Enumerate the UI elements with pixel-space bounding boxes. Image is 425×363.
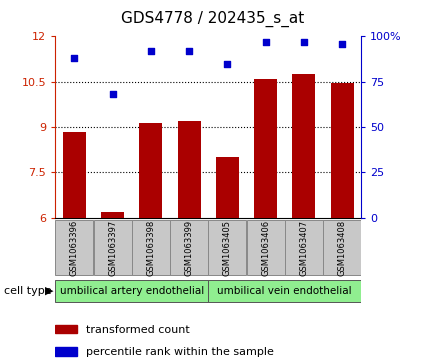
Point: [300, 39, 307, 45]
FancyBboxPatch shape: [246, 220, 285, 275]
Point: [186, 48, 193, 54]
Bar: [55, 325, 76, 333]
Text: percentile rank within the sample: percentile rank within the sample: [86, 347, 274, 357]
Text: GSM1063397: GSM1063397: [108, 220, 117, 276]
Point: [147, 48, 154, 54]
FancyBboxPatch shape: [55, 220, 94, 275]
Point: [262, 39, 269, 45]
FancyBboxPatch shape: [323, 220, 361, 275]
Bar: [216, 157, 239, 218]
FancyBboxPatch shape: [55, 280, 208, 302]
Bar: [292, 74, 315, 218]
Text: GDS4778 / 202435_s_at: GDS4778 / 202435_s_at: [121, 11, 304, 27]
Text: GSM1063399: GSM1063399: [184, 220, 194, 276]
FancyBboxPatch shape: [132, 220, 170, 275]
Bar: [55, 347, 76, 356]
FancyBboxPatch shape: [94, 220, 132, 275]
Bar: [331, 83, 354, 218]
Bar: [254, 79, 277, 218]
Text: umbilical artery endothelial: umbilical artery endothelial: [60, 286, 204, 296]
Bar: [101, 212, 124, 218]
Point: [109, 91, 116, 97]
FancyBboxPatch shape: [285, 220, 323, 275]
Text: GSM1063405: GSM1063405: [223, 220, 232, 276]
Text: umbilical vein endothelial: umbilical vein endothelial: [218, 286, 352, 296]
FancyBboxPatch shape: [170, 220, 208, 275]
Text: ▶: ▶: [45, 286, 53, 296]
Bar: [139, 123, 162, 218]
FancyBboxPatch shape: [208, 280, 361, 302]
Text: GSM1063406: GSM1063406: [261, 220, 270, 276]
Bar: [178, 121, 201, 218]
Text: GSM1063396: GSM1063396: [70, 220, 79, 276]
Point: [339, 41, 346, 46]
Text: transformed count: transformed count: [86, 325, 190, 335]
Text: GSM1063408: GSM1063408: [337, 220, 347, 276]
FancyBboxPatch shape: [208, 220, 246, 275]
Text: GSM1063398: GSM1063398: [146, 220, 156, 276]
Point: [71, 55, 78, 61]
Bar: [63, 132, 86, 218]
Text: GSM1063407: GSM1063407: [299, 220, 309, 276]
Text: cell type: cell type: [4, 286, 52, 296]
Point: [224, 61, 231, 66]
